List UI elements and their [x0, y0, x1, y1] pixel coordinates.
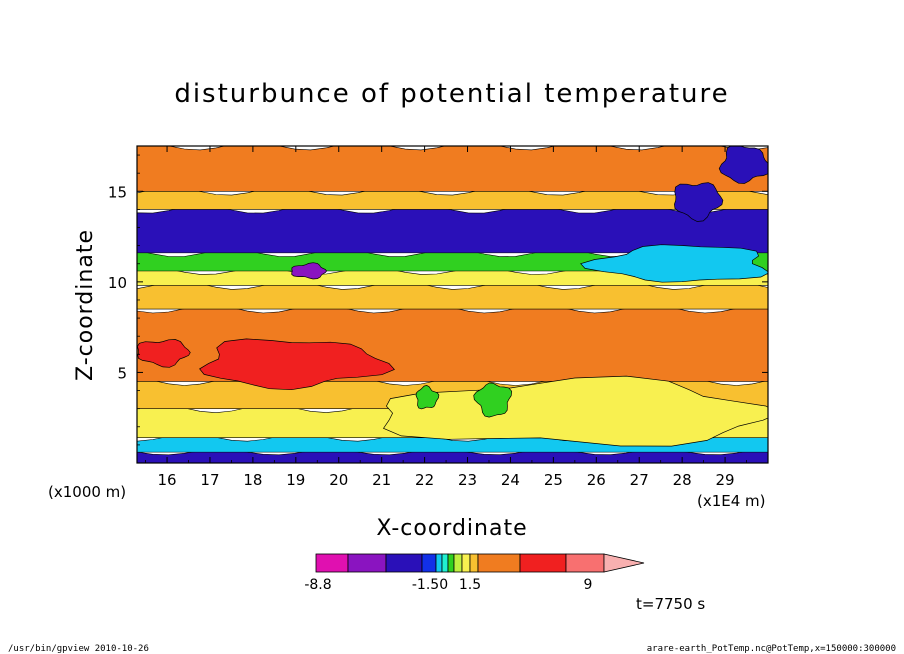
- colorbar-swatch: [447, 553, 455, 573]
- colorbar-swatch: [519, 553, 567, 573]
- x-tick-label: 29: [716, 471, 735, 489]
- red-core: [199, 338, 395, 391]
- x-unit-right: (x1E4 m): [697, 492, 766, 510]
- x-tick-label: 22: [415, 471, 434, 489]
- x-tick-label: 26: [587, 471, 606, 489]
- x-tick-label: 27: [630, 471, 649, 489]
- green-blob: [415, 385, 440, 410]
- colorbar-swatch: [385, 553, 423, 573]
- y-tick-label: 15: [108, 183, 127, 201]
- x-tick-label: 25: [544, 471, 563, 489]
- contour-band: [137, 281, 768, 310]
- green-blob: [473, 382, 513, 418]
- footer-right: arare-earth_PotTemp.nc@PotTemp,x=150000:…: [647, 644, 896, 654]
- chart-title: disturbunce of potential temperature: [174, 79, 729, 109]
- colorbar-swatch: [347, 553, 387, 573]
- plot-frame: [136, 145, 769, 464]
- blue-blob: [718, 146, 768, 184]
- x-tick-label: 21: [372, 471, 391, 489]
- x-tick-label: 19: [286, 471, 305, 489]
- y-axis-label: Z-coordinate: [73, 229, 98, 381]
- x-unit-left: (x1000 m): [48, 483, 126, 501]
- colorbar-swatch: [315, 553, 349, 573]
- x-tick-label: 20: [329, 471, 348, 489]
- colorbar-swatch: [435, 553, 443, 573]
- x-tick-label: 28: [673, 471, 692, 489]
- x-tick-label: 18: [243, 471, 262, 489]
- time-label: t=7750 s: [636, 595, 705, 613]
- x-tick-label: 23: [458, 471, 477, 489]
- axes: 16 17 18 19 20 21 22 23 24 25 26 27 28 29 5 10 15: [108, 146, 768, 489]
- colorbar-arrow: [603, 553, 645, 573]
- colorbar-swatch: [461, 553, 471, 573]
- x-tick-label: 16: [158, 471, 177, 489]
- contour-band: [137, 146, 768, 192]
- violet-spot: [291, 262, 328, 280]
- y-tick-label: 5: [117, 364, 127, 382]
- colorbar-label: 1.5: [459, 577, 481, 593]
- contour-field: [137, 146, 768, 463]
- x-axis-label: X-coordinate: [376, 516, 527, 541]
- colorbar-swatch: [441, 553, 449, 573]
- colorbar-swatch: [453, 553, 463, 573]
- colorbar: -8.8 -1.50 1.5 9: [304, 553, 645, 593]
- colorbar-swatch: [477, 553, 521, 573]
- colorbar-swatch: [421, 553, 437, 573]
- colorbar-label: -8.8: [304, 577, 331, 593]
- blue-blob: [674, 182, 724, 222]
- colorbar-swatch: [565, 553, 605, 573]
- footer-left: /usr/bin/gpview 2010-10-26: [8, 644, 149, 654]
- colorbar-label: -1.50: [412, 577, 448, 593]
- colorbar-label: 9: [584, 577, 593, 593]
- cyan-patch: [580, 244, 768, 283]
- red-core: [137, 339, 191, 368]
- colorbar-swatch: [469, 553, 479, 573]
- y-tick-label: 10: [108, 274, 127, 292]
- x-tick-label: 24: [501, 471, 520, 489]
- x-tick-label: 17: [200, 471, 219, 489]
